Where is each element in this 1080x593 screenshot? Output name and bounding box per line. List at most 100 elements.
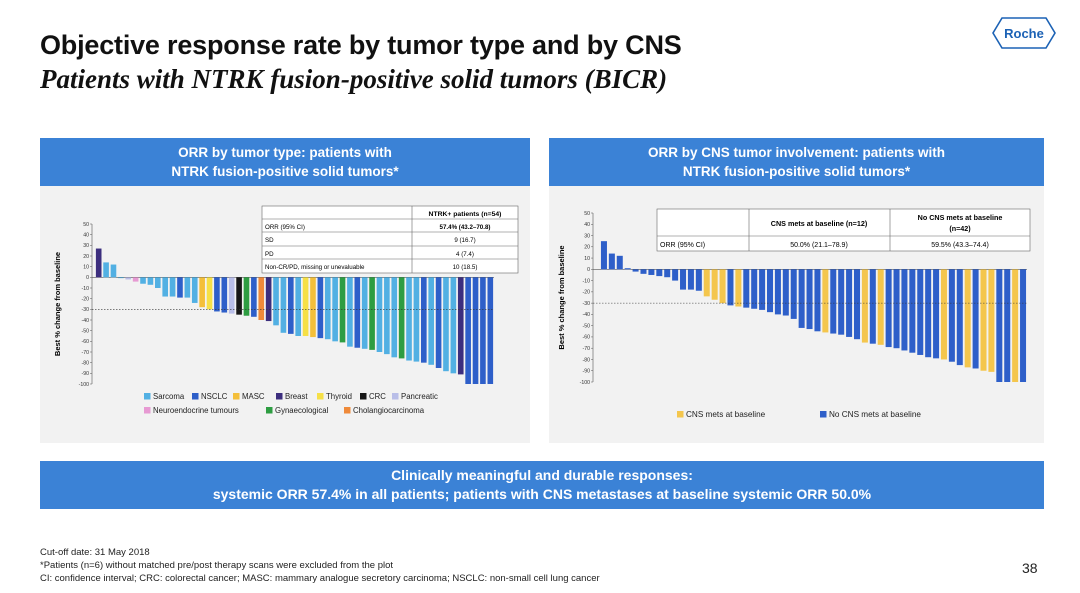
summary-banner: Clinically meaningful and durable respon… [40, 461, 1044, 509]
bar [413, 277, 420, 362]
left-table-row-label: Non-CR/PD, missing or unevaluable [265, 264, 365, 271]
y-tick-label: 40 [83, 232, 89, 238]
left-table-row-label: PD [265, 251, 274, 258]
bar [450, 277, 457, 374]
y-tick-label: -70 [583, 346, 591, 352]
y-tick-label: -60 [583, 335, 591, 341]
page-title: Objective response rate by tumor type an… [40, 30, 682, 60]
y-tick-label: -100 [580, 380, 590, 386]
legend-label: Breast [285, 392, 308, 401]
bar [869, 269, 876, 344]
bar [838, 269, 845, 335]
bar [798, 269, 805, 328]
bar [154, 277, 161, 288]
bar [317, 277, 324, 339]
bar [988, 269, 995, 372]
bar [1012, 269, 1019, 382]
legend-label: Cholangiocarcinoma [353, 406, 425, 415]
y-tick-label: 20 [584, 245, 590, 251]
y-tick-label: -70 [82, 350, 90, 356]
page-subtitle: Patients with NTRK fusion-positive solid… [40, 64, 668, 94]
bar [206, 277, 213, 310]
footnote: Cut-off date: 31 May 2018 [40, 547, 150, 558]
bar [480, 277, 486, 384]
bar [893, 269, 900, 349]
bar [420, 277, 427, 363]
bar [457, 277, 464, 375]
bar [391, 277, 398, 358]
y-tick-label: 0 [587, 267, 590, 273]
bar [909, 269, 916, 353]
bar [147, 277, 154, 285]
legend-label: Pancreatic [401, 392, 438, 401]
legend-swatch [192, 393, 199, 400]
left-table-row-value: 10 (18.5) [453, 264, 478, 271]
bar [236, 277, 242, 315]
bar [861, 269, 868, 343]
bar [782, 269, 789, 316]
legend-swatch [144, 393, 151, 400]
bar [600, 241, 607, 270]
y-tick-label: -30 [583, 301, 591, 307]
bar [339, 277, 346, 343]
y-tick-label: -50 [82, 328, 90, 334]
legend-swatch [317, 393, 324, 400]
bar [695, 269, 702, 291]
left-table-row-value: 4 (7.4) [456, 251, 474, 258]
banner-line1: Clinically meaningful and durable respon… [391, 467, 693, 483]
bar [103, 262, 109, 278]
bar [140, 277, 146, 284]
bar [790, 269, 797, 319]
bar [925, 269, 932, 358]
bar [243, 277, 250, 316]
bar [280, 277, 287, 333]
bar [265, 277, 272, 322]
bar [132, 277, 139, 282]
banner-line2: systemic ORR 57.4% in all patients; pati… [212, 486, 872, 502]
bar [310, 277, 316, 338]
y-tick-label: -40 [583, 312, 591, 318]
right-panel-heading: ORR by CNS tumor involvement: patients w… [549, 138, 1044, 186]
bar [384, 277, 390, 355]
bar [980, 269, 987, 371]
y-tick-label: -40 [82, 318, 90, 324]
bar [972, 269, 979, 369]
footnotes: Cut-off date: 31 May 2018 *Patients (n=6… [40, 546, 600, 585]
bar [214, 277, 220, 312]
y-axis-label: Best % change from baseline [53, 252, 62, 356]
y-tick-label: -10 [82, 286, 90, 292]
bar [287, 277, 294, 334]
bar [940, 269, 947, 360]
bar [680, 269, 687, 290]
right-heading-line2: NTRK fusion-positive solid tumors* [682, 164, 911, 179]
bar [616, 255, 623, 270]
legend-swatch [276, 393, 283, 400]
legend-label: Gynaecological [275, 406, 329, 415]
y-tick-label: -10 [583, 278, 591, 284]
y-tick-label: 50 [584, 211, 590, 217]
bar [443, 277, 449, 372]
y-tick-label: -50 [583, 323, 591, 329]
legend-swatch [266, 407, 273, 414]
bar [964, 269, 971, 368]
legend-label: CNS mets at baseline [686, 410, 766, 419]
bar [996, 269, 1003, 382]
legend-swatch [344, 407, 351, 414]
bar [162, 277, 169, 297]
right-data-table: CNS mets at baseline (n=12) No CNS mets … [656, 208, 1031, 252]
y-tick-label: -90 [583, 369, 591, 375]
bar [901, 269, 908, 351]
legend-swatch [392, 393, 399, 400]
roche-logo: Roche [992, 17, 1056, 49]
bar [743, 269, 750, 308]
legend-swatch [820, 411, 827, 418]
y-tick-label: -90 [82, 371, 90, 377]
bar [110, 264, 117, 278]
left-heading-line2: NTRK fusion-positive solid tumors* [171, 164, 399, 179]
y-tick-label: -100 [79, 382, 89, 388]
y-tick-label: 10 [584, 256, 590, 262]
left-table-row-value: 9 (16.7) [454, 237, 475, 244]
legend-swatch [144, 407, 151, 414]
bar [956, 269, 963, 366]
y-tick-label: -30 [82, 307, 90, 313]
